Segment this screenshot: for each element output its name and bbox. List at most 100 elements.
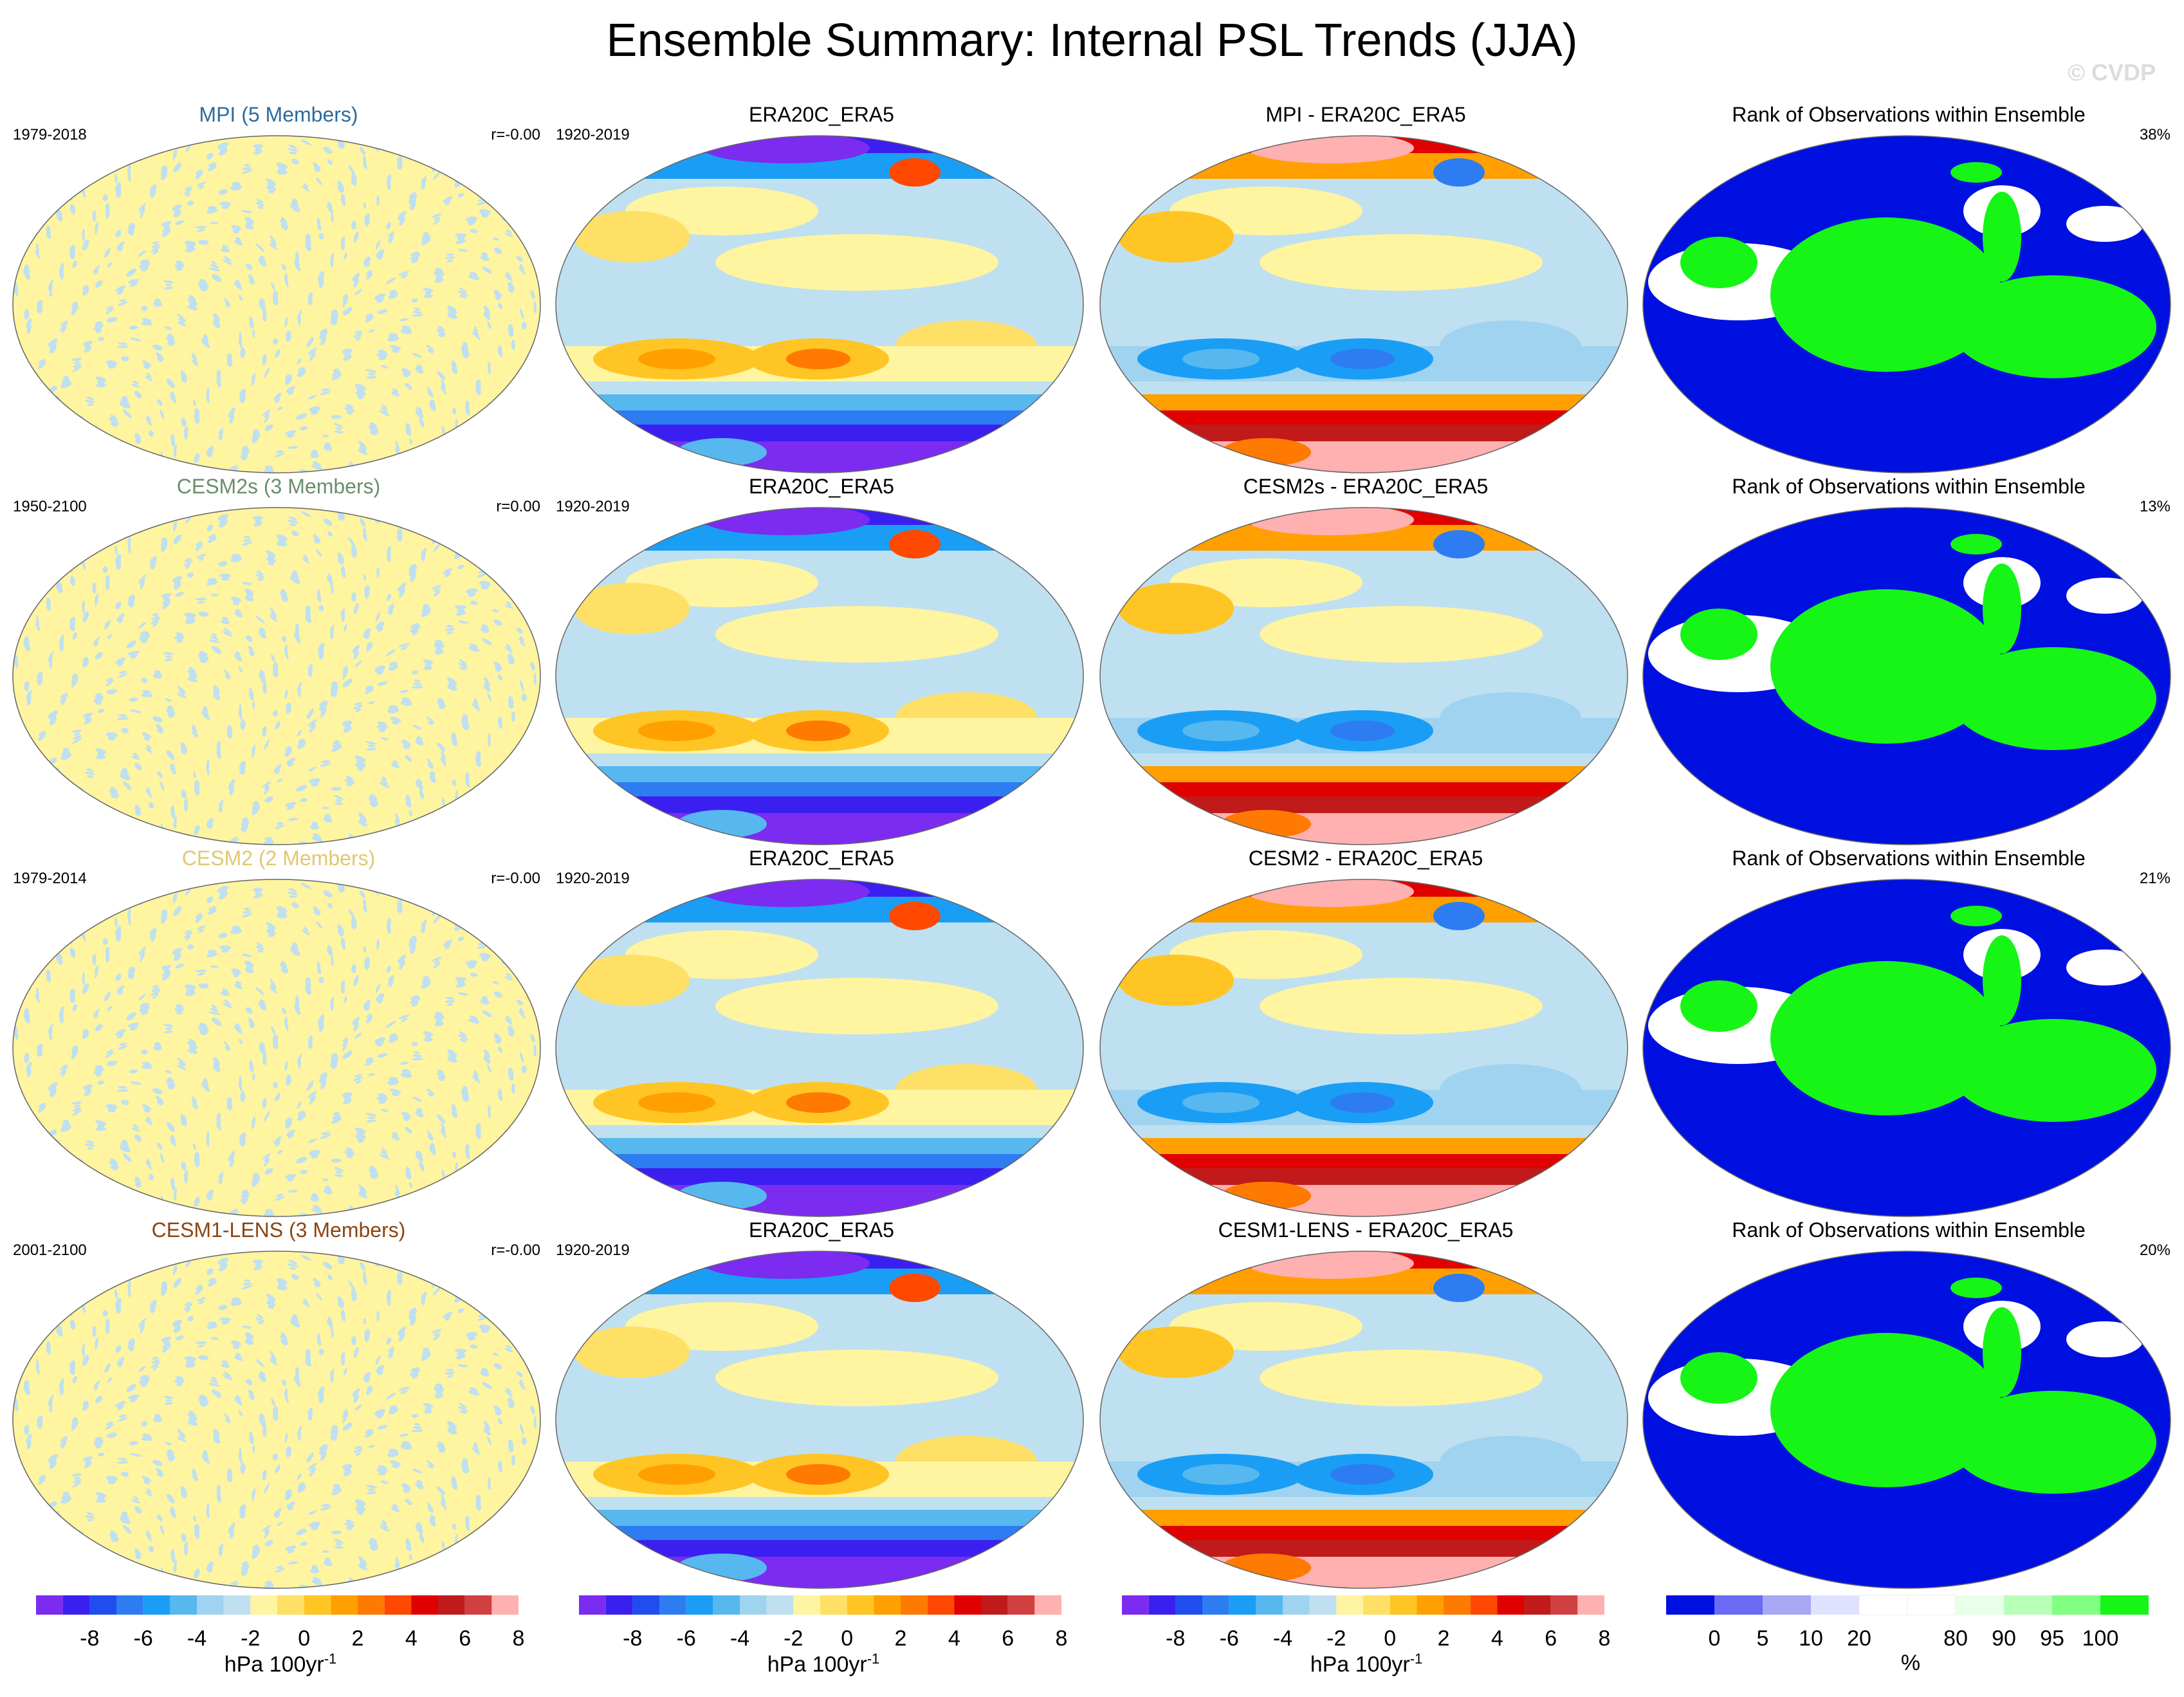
colorbar-swatch [1148, 1595, 1176, 1615]
colorbar-swatch [411, 1595, 438, 1615]
colorbar-swatch [1858, 1595, 1908, 1615]
colorbar-tick-label: 0 [1709, 1626, 1721, 1651]
panel-title: CESM2 - ERA20C_ERA5 [1248, 847, 1483, 870]
map-outline [1642, 507, 2171, 845]
colorbar-tick-label: 4 [405, 1626, 418, 1651]
colorbar-swatch [2100, 1595, 2149, 1615]
panel-obs-row2: ERA20C_ERA5 1920-2019 [555, 475, 1088, 847]
panel-model-row3: CESM2 (2 Members) 1979-2014 r=-0.00 [12, 847, 546, 1218]
panel-title: CESM1-LENS - ERA20C_ERA5 [1218, 1218, 1514, 1242]
panel-title: Rank of Observations within Ensemble [1732, 103, 2086, 126]
map-field [13, 879, 540, 1216]
map-field [556, 1251, 1083, 1588]
rank-percent-label: 38% [2139, 126, 2170, 143]
colorbar-swatch [2004, 1595, 2052, 1615]
rank-percent-label: 13% [2139, 498, 2170, 515]
colorbar-obs-trend-label: hPa 100yr-1 [767, 1651, 880, 1677]
panel-rank-row4: Rank of Observations within Ensemble 20% [1642, 1218, 2176, 1590]
period-label: 1920-2019 [556, 870, 630, 887]
colorbar-swatch [659, 1595, 686, 1615]
colorbar-swatch [1811, 1595, 1859, 1615]
colorbar-swatch [579, 1595, 606, 1615]
colorbar-swatch [384, 1595, 412, 1615]
colorbar-rank-scale: 0 5 10 20 80 90 95 100 [1666, 1595, 2149, 1651]
colorbar-tick-label: 6 [459, 1626, 471, 1651]
map-model [12, 507, 541, 845]
colorbar-swatch [1283, 1595, 1310, 1615]
colorbar-swatch [847, 1595, 874, 1615]
panel-title: ERA20C_ERA5 [749, 847, 894, 870]
map-field [556, 136, 1083, 473]
map-outline [1642, 879, 2171, 1217]
map-outline [1099, 1251, 1628, 1589]
colorbar-tick-label: 20 [1847, 1626, 1871, 1651]
colorbar-tick-label: 6 [1545, 1626, 1557, 1651]
colorbar-swatch [491, 1595, 518, 1615]
colorbar-tick-label: 2 [895, 1626, 907, 1651]
map-diff [1099, 1251, 1628, 1589]
colorbar-swatch [605, 1595, 633, 1615]
map-field [1643, 136, 2170, 473]
period-label: 1920-2019 [556, 498, 630, 515]
map-outline [1642, 135, 2171, 473]
map-rank [1642, 879, 2171, 1217]
colorbar-swatch [2052, 1595, 2100, 1615]
figure-title: Ensemble Summary: Internal PSL Trends (J… [606, 15, 1578, 66]
colorbar-swatch [1444, 1595, 1471, 1615]
map-outline [12, 879, 541, 1217]
map-model [12, 879, 541, 1217]
map-obs [555, 135, 1084, 473]
panel-title: CESM2s - ERA20C_ERA5 [1243, 475, 1489, 498]
colorbar-swatch [277, 1595, 304, 1615]
colorbar-tick-label: -8 [80, 1626, 99, 1651]
map-model [12, 135, 541, 473]
colorbar-tick-label: 80 [1943, 1626, 1968, 1651]
colorbar-swatch [874, 1595, 901, 1615]
correlation-label: r=-0.00 [491, 870, 540, 887]
correlation-label: r=0.00 [496, 498, 540, 515]
colorbar-swatch [740, 1595, 767, 1615]
colorbar-swatch [36, 1595, 63, 1615]
colorbar-rank-label: % [1900, 1651, 1921, 1675]
map-field [1100, 136, 1628, 473]
colorbar-swatch [1256, 1595, 1283, 1615]
colorbar-swatch [304, 1595, 331, 1615]
colorbar-swatch [793, 1595, 820, 1615]
colorbar-swatch [1470, 1595, 1498, 1615]
colorbar-swatch [1666, 1595, 1714, 1615]
colorbar-swatch [1550, 1595, 1578, 1615]
colorbar-swatch [713, 1595, 740, 1615]
colorbar-diff-trend-scale: -8 -6 -4 -2 0 2 4 6 8 [1122, 1595, 1610, 1651]
panel-title: Rank of Observations within Ensemble [1732, 475, 2086, 498]
panel-rank-row3: Rank of Observations within Ensemble 21% [1642, 847, 2176, 1218]
colorbar-swatch [143, 1595, 170, 1615]
colorbar-tick-label: -8 [1166, 1626, 1185, 1651]
colorbar-tick-label: 2 [1438, 1626, 1450, 1651]
colorbar-tick-label: -8 [623, 1626, 642, 1651]
map-obs [555, 1251, 1084, 1589]
panel-rank-row2: Rank of Observations within Ensemble 13% [1642, 475, 2176, 847]
colorbar-swatch [927, 1595, 955, 1615]
colorbar-swatch [1956, 1595, 2004, 1615]
panel-model-row1: MPI (5 Members) 1979-2018 r=-0.00 [12, 103, 546, 475]
colorbar-tick-label: -6 [677, 1626, 696, 1651]
panel-title: Rank of Observations within Ensemble [1732, 1218, 2086, 1242]
colorbar-tick-label: 0 [298, 1626, 310, 1651]
colorbar-swatch [223, 1595, 251, 1615]
colorbar-swatch [1390, 1595, 1417, 1615]
map-field [13, 136, 540, 473]
map-outline [12, 1251, 541, 1589]
colorbar-swatch [1309, 1595, 1337, 1615]
colorbar-swatch [438, 1595, 465, 1615]
colorbar-tick-label: 2 [352, 1626, 364, 1651]
cvdp-watermark: © CVDP [2068, 59, 2156, 86]
colorbar-tick-label: 8 [1056, 1626, 1068, 1651]
colorbar-tick-label: 4 [1491, 1626, 1503, 1651]
panel-diff-row1: MPI - ERA20C_ERA5 [1099, 103, 1633, 475]
colorbar-obs-trend: -8 -6 -4 -2 0 2 4 6 8 hPa 100yr-1 [579, 1594, 1068, 1691]
map-outline [555, 135, 1084, 473]
map-field [1100, 879, 1628, 1216]
colorbar-swatch [170, 1595, 197, 1615]
panel-diff-row4: CESM1-LENS - ERA20C_ERA5 [1099, 1218, 1633, 1590]
rank-percent-label: 20% [2139, 1242, 2170, 1259]
